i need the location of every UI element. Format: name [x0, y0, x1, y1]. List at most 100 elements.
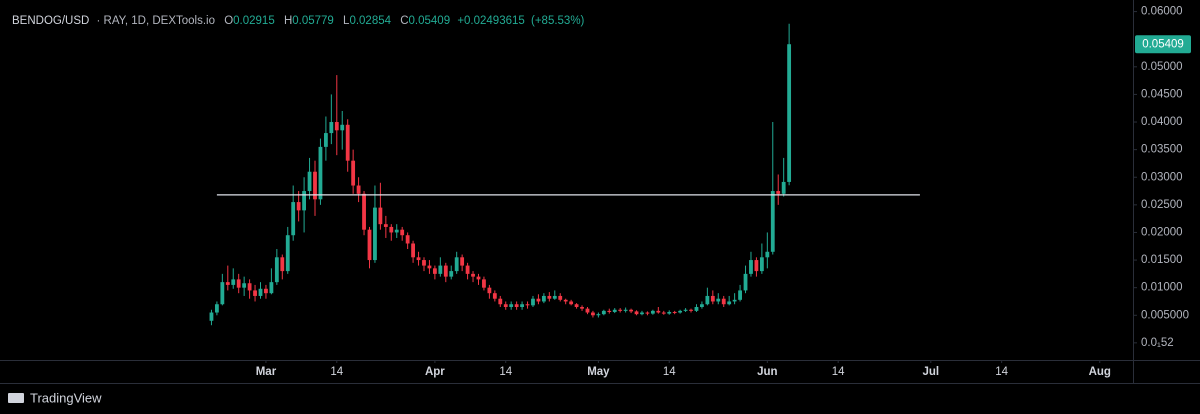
candle-body: [449, 271, 454, 277]
candle-body: [383, 224, 388, 227]
candle-body: [313, 171, 317, 200]
candle-body: [351, 160, 356, 186]
candle-body: [340, 124, 345, 131]
candle-body: [705, 295, 710, 305]
candle-body: [656, 310, 661, 313]
candle-body: [601, 310, 606, 315]
candle-body: [536, 298, 541, 302]
candle-body: [400, 229, 405, 236]
branding[interactable]: TradingView: [8, 390, 102, 405]
candle-body: [258, 288, 263, 296]
x-tick-label: Aug: [1089, 366, 1111, 378]
candle-body: [623, 309, 628, 311]
y-tick-label: 0.02500: [1141, 199, 1183, 211]
candle-body: [770, 191, 775, 252]
candle-body: [498, 298, 503, 305]
candle-body: [732, 299, 737, 302]
candle-body: [629, 309, 633, 312]
x-tick-label: May: [587, 366, 610, 378]
candle-body: [427, 265, 432, 269]
y-tick-label: 0.06000: [1141, 6, 1183, 18]
candle-body: [650, 310, 655, 314]
ohlc-letter: O: [224, 15, 233, 27]
y-tick-label: 0.0₁52: [1141, 337, 1174, 349]
candle-body: [492, 293, 497, 299]
candle-body: [607, 310, 612, 312]
y-tick-label: 0.04500: [1141, 88, 1183, 100]
candle-body: [285, 235, 290, 272]
y-tick-label: 0.005000: [1141, 309, 1189, 321]
candle-body: [640, 312, 644, 315]
y-tick-label: 0.03500: [1141, 144, 1183, 156]
candle-body: [345, 124, 350, 161]
candle-body: [362, 193, 366, 230]
candle-body: [721, 298, 726, 305]
candle-body: [438, 265, 443, 274]
candle-body: [264, 288, 268, 294]
change-pct: (+85.53%): [531, 15, 585, 27]
candle-body: [547, 295, 552, 299]
candle-body: [378, 207, 383, 225]
candle-body: [220, 282, 225, 305]
candle-body: [471, 273, 475, 277]
candle-body: [716, 298, 721, 302]
candle-body: [749, 260, 753, 274]
candle-body: [596, 314, 601, 316]
candle-body: [503, 304, 508, 307]
candle-body: [302, 191, 307, 211]
candle-body: [280, 257, 285, 272]
candle-body: [487, 287, 492, 294]
candle-body: [422, 260, 426, 266]
candle-body: [416, 257, 421, 261]
ohlc-value: 0.05409: [409, 15, 451, 27]
candle-body: [634, 311, 639, 315]
x-tick-label: Mar: [256, 366, 277, 378]
candle-body: [432, 268, 437, 274]
candle-body: [329, 122, 334, 134]
candle-body: [765, 251, 770, 258]
y-tick-label: 0.03000: [1141, 171, 1183, 183]
candle-body: [356, 185, 361, 194]
candle-body: [612, 309, 617, 312]
candle-body: [460, 257, 465, 266]
price-tag-label: 0.05409: [1142, 38, 1184, 50]
candle-body: [781, 181, 786, 194]
candle-body: [389, 226, 394, 233]
candle-body: [618, 309, 623, 311]
candle-body: [585, 308, 590, 313]
x-tick-label: 14: [995, 366, 1008, 378]
candle-body: [318, 146, 323, 200]
candle-body: [667, 311, 672, 314]
candle-body: [743, 273, 748, 291]
candle-body: [580, 306, 584, 309]
brand-name: TradingView: [30, 390, 102, 405]
x-tick-label: 14: [832, 366, 845, 378]
candle-body: [563, 299, 568, 302]
candle-body: [754, 260, 759, 272]
price-tag: [1135, 35, 1191, 54]
candle-body: [661, 312, 666, 314]
change: +0.02493615: [457, 15, 524, 27]
candle-body: [242, 283, 247, 288]
x-tick-label: Jul: [923, 366, 940, 378]
candle-body: [683, 309, 688, 311]
candle-body: [520, 304, 524, 307]
ohlc-value: 0.02915: [233, 15, 275, 27]
candle-body: [700, 304, 704, 307]
candle-body: [525, 304, 530, 306]
candle-body: [776, 191, 781, 194]
candle-body: [787, 44, 792, 182]
symbol: BENDOG/USD: [12, 15, 89, 27]
x-tick-label: 14: [499, 366, 512, 378]
candle-body: [672, 311, 677, 313]
y-tick-label: 0.05000: [1141, 61, 1183, 73]
header: BENDOG/USD · RAY, 1D, DEXTools.io O0.029…: [12, 15, 585, 27]
candle-body: [323, 133, 328, 147]
x-tick-label: Apr: [425, 366, 445, 378]
candle-body: [482, 279, 486, 288]
candle-body: [225, 282, 230, 285]
candle-body: [405, 235, 410, 244]
candle-body: [274, 257, 279, 283]
x-tick-label: 14: [330, 366, 343, 378]
